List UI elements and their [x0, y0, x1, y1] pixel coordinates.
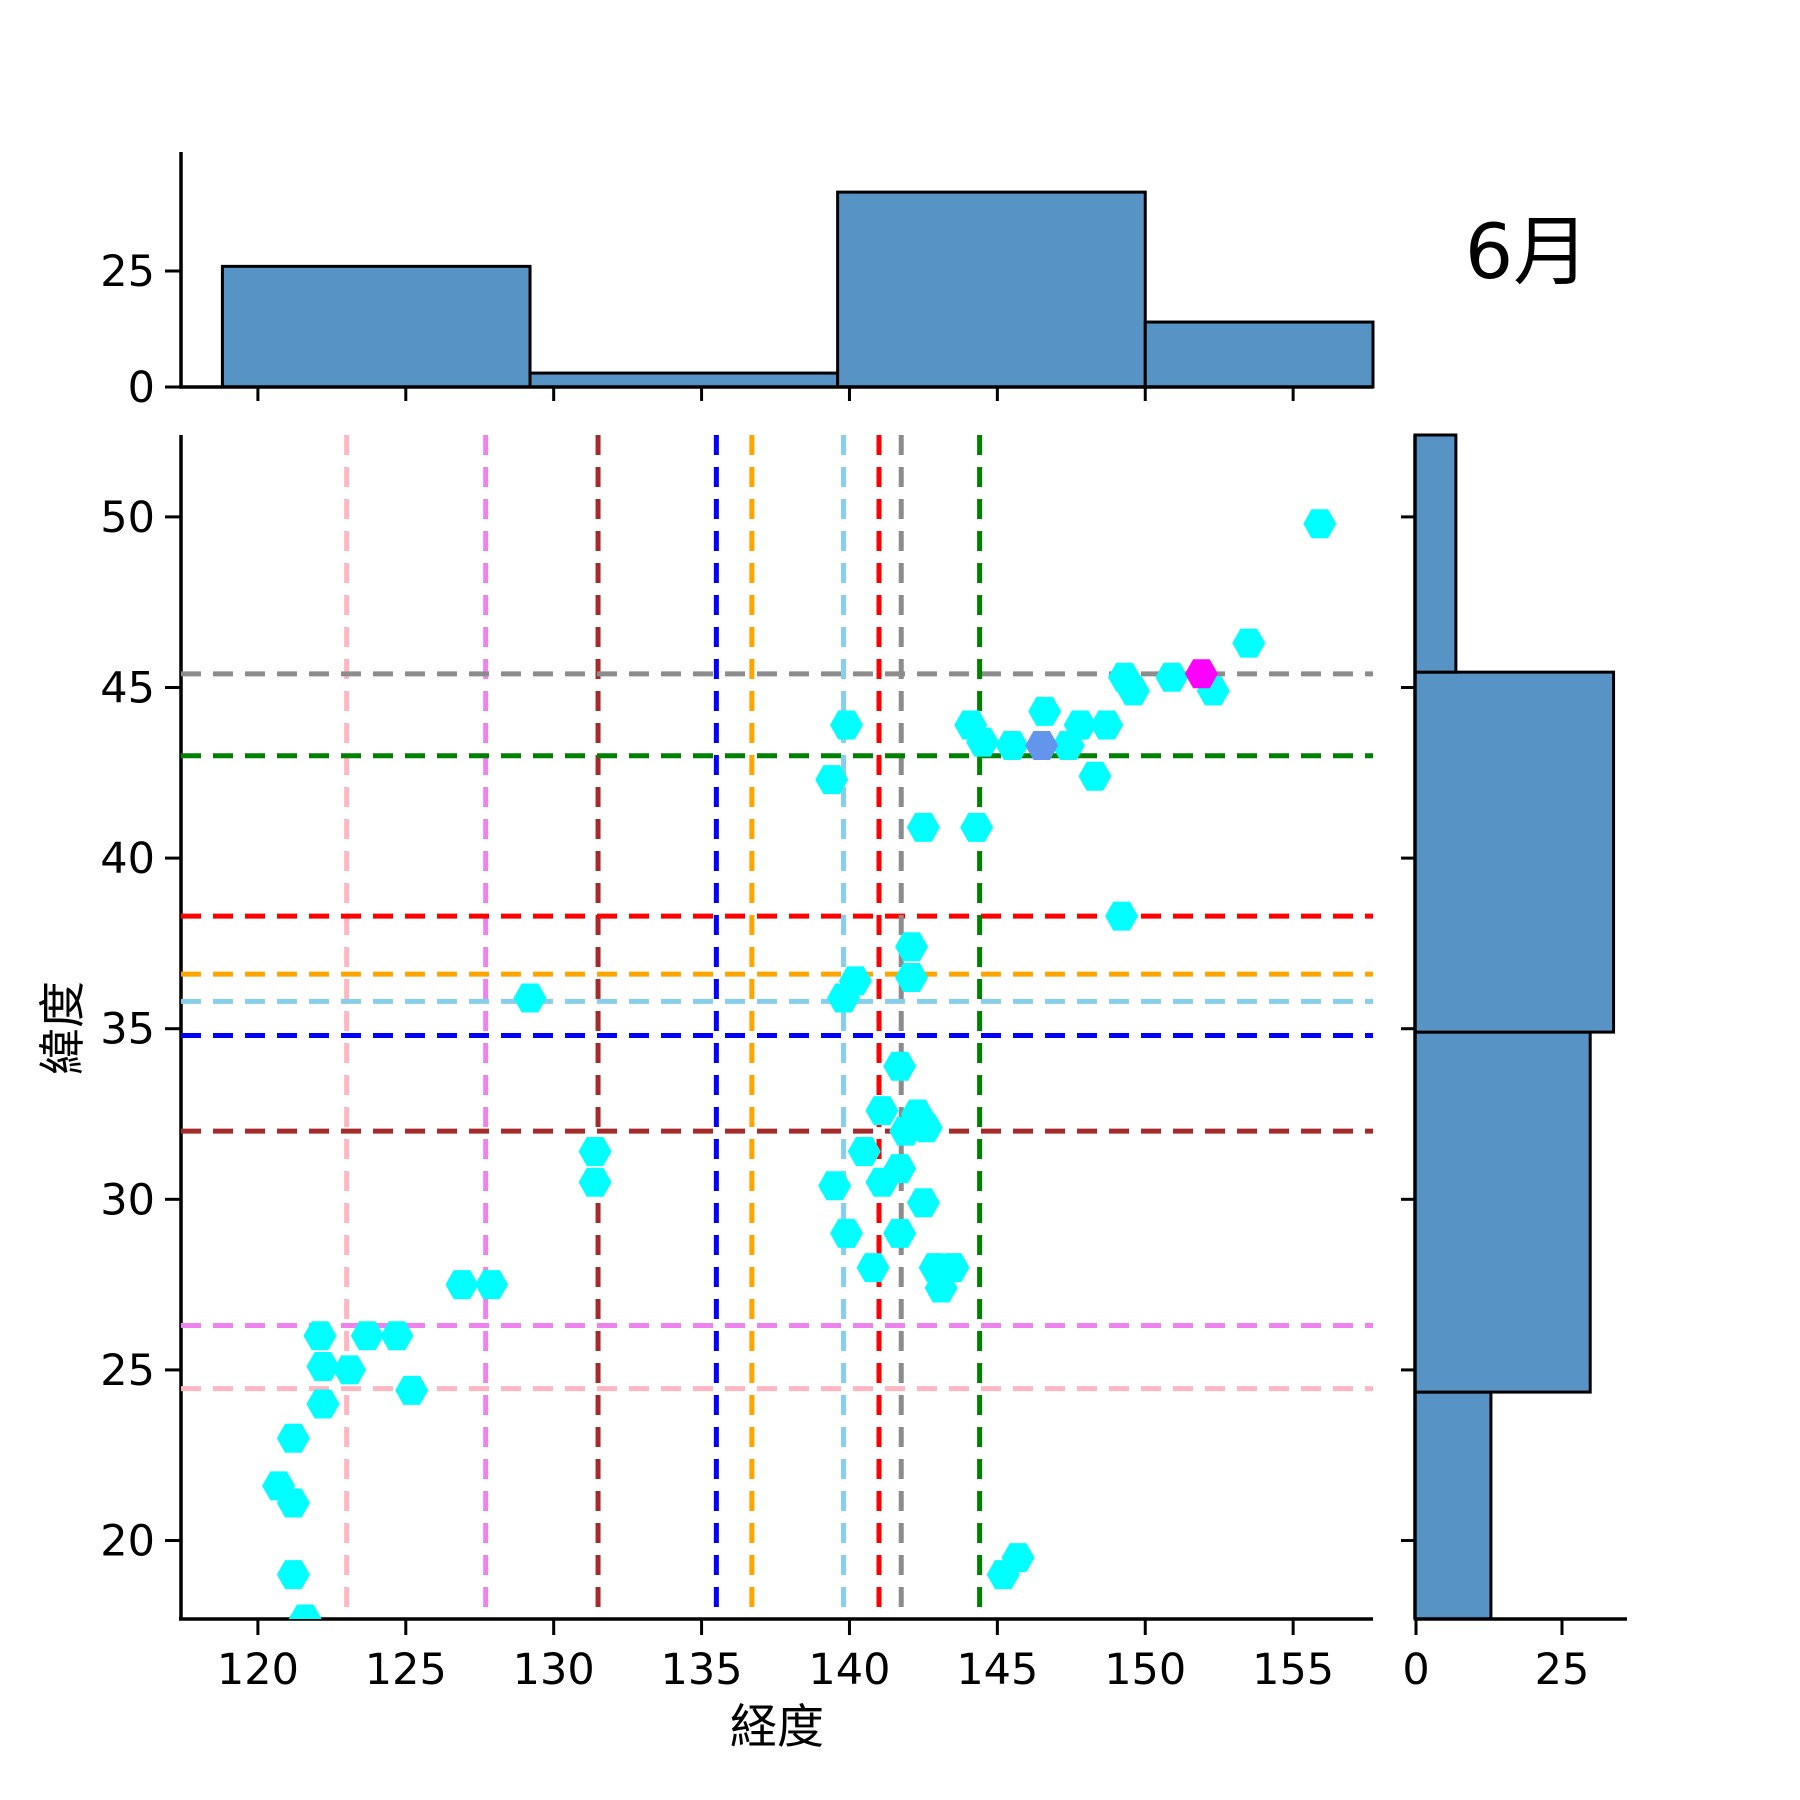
- observations-hexagon: [306, 1389, 340, 1419]
- right-histogram: 0 25: [1401, 433, 1627, 1695]
- top-hist-bar: [836, 190, 1147, 389]
- x-tick-label: 150: [1104, 1645, 1186, 1695]
- right-hist-tick-label: 25: [1535, 1645, 1590, 1695]
- observations-hexagon: [838, 966, 872, 996]
- observations-hexagon: [966, 727, 1000, 757]
- observations-hexagon: [513, 983, 547, 1013]
- observations-hexagon: [276, 1488, 310, 1518]
- observations-hexagon: [883, 1051, 917, 1081]
- x-tick-label: 145: [956, 1645, 1038, 1695]
- observations-hexagon: [1303, 509, 1337, 539]
- observations-hexagon: [333, 1355, 367, 1385]
- y-tick-label: 50: [100, 493, 155, 543]
- top-hist-tick-label: 0: [128, 363, 155, 413]
- y-tick-label: 30: [100, 1175, 155, 1225]
- observations-hexagon: [276, 1423, 310, 1453]
- observations-hexagon: [1116, 676, 1150, 706]
- observations-hexagon: [883, 1154, 917, 1184]
- observations-hexagon: [306, 1352, 340, 1381]
- observations-hexagon: [1028, 696, 1062, 726]
- observations-hexagon: [395, 1375, 429, 1405]
- observations-hexagon: [909, 1113, 943, 1143]
- observations-hexagon: [830, 710, 863, 740]
- x-tick-label: 130: [513, 1645, 595, 1695]
- y-tick-label: 25: [100, 1346, 155, 1396]
- observations-hexagon: [818, 1171, 852, 1201]
- x-tick-label: 140: [808, 1645, 890, 1695]
- top-hist-bar: [1143, 320, 1375, 389]
- observations-hexagon: [475, 1270, 509, 1300]
- observations-hexagon: [303, 1321, 337, 1351]
- observations-hexagon: [815, 765, 849, 795]
- observations-hexagon: [856, 1253, 890, 1283]
- observations-hexagon: [1078, 761, 1112, 791]
- top-hist-bar: [528, 371, 840, 389]
- top-histogram: 0 25: [100, 152, 1375, 413]
- right-hist-bar: [1413, 1390, 1493, 1621]
- top-hist-bar: [220, 264, 532, 389]
- observations-hexagon: [1155, 662, 1189, 692]
- y-tick-label: 40: [100, 834, 155, 884]
- observations-hexagon: [895, 963, 929, 992]
- observations-hexagon: [1090, 710, 1124, 740]
- x-tick-label: 120: [217, 1645, 299, 1695]
- observations-hexagon: [883, 1218, 917, 1248]
- observations-hexagon: [830, 1218, 863, 1248]
- observations-hexagon: [578, 1167, 612, 1197]
- observations-hexagon: [865, 1096, 899, 1126]
- main-axes: 120 125 130 135 140 145 150 155 20 25 30 35 40 45 50: [100, 435, 1373, 1695]
- y-tick-label: 35: [100, 1005, 155, 1055]
- highlight-blue-hexagon: [1025, 731, 1059, 760]
- observations-hexagon: [906, 812, 940, 842]
- right-hist-bar: [1413, 670, 1616, 1034]
- chart-title: 6月: [1464, 207, 1590, 296]
- observations-hexagon: [276, 1560, 310, 1590]
- right-hist-tick-label: 0: [1402, 1645, 1429, 1695]
- observations-hexagon: [1232, 628, 1266, 658]
- observations-hexagon: [906, 1188, 940, 1218]
- scatter-points: [262, 509, 1337, 1619]
- x-tick-label: 125: [365, 1645, 447, 1695]
- crosshair-lines: [181, 435, 1373, 1619]
- x-tick-label: 135: [661, 1645, 743, 1695]
- observations-hexagon: [445, 1270, 479, 1300]
- x-tick-label: 155: [1252, 1645, 1334, 1695]
- observations-hexagon: [578, 1137, 612, 1166]
- right-hist-bar: [1413, 1030, 1592, 1394]
- observations-hexagon: [1063, 710, 1097, 740]
- observations-hexagon: [288, 1604, 322, 1619]
- right-hist-bar: [1413, 433, 1458, 674]
- observations-hexagon: [995, 731, 1029, 760]
- observations-hexagon: [1105, 901, 1139, 931]
- observations-hexagon: [380, 1321, 414, 1351]
- x-axis-label: 経度: [730, 1700, 824, 1755]
- observations-hexagon: [924, 1273, 958, 1303]
- y-axis-label: 緯度: [36, 981, 91, 1075]
- top-hist-tick-label: 25: [100, 247, 155, 297]
- highlight-magenta-hexagon: [1184, 659, 1218, 689]
- observations-hexagon: [1001, 1543, 1035, 1573]
- y-tick-label: 20: [100, 1517, 155, 1567]
- observations-hexagon: [350, 1321, 384, 1351]
- observations-hexagon: [960, 812, 994, 842]
- observations-hexagon: [895, 932, 929, 962]
- y-tick-label: 45: [100, 663, 155, 713]
- observations-hexagon: [847, 1137, 881, 1166]
